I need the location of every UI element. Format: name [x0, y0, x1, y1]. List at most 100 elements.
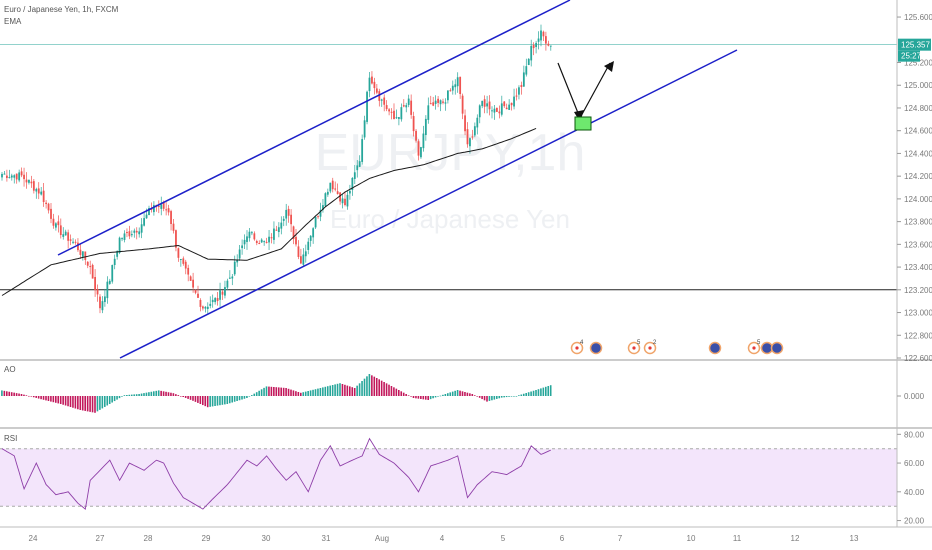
candle-body: [427, 105, 430, 120]
ao-bar: [451, 391, 454, 396]
ao-bar: [47, 396, 50, 401]
ao-bar: [520, 394, 523, 396]
indicator-label-ema[interactable]: EMA: [4, 17, 22, 26]
rsi-pane[interactable]: [0, 437, 897, 510]
ao-bar: [378, 379, 380, 396]
ao-bar: [275, 387, 278, 396]
candle-body: [304, 251, 307, 257]
candle-body: [398, 117, 400, 119]
ao-bar: [341, 384, 344, 396]
ao-bar: [361, 381, 363, 396]
candle-body: [69, 239, 72, 241]
chart-title[interactable]: Euro / Japanese Yen, 1h, FXCM: [4, 5, 119, 14]
event-marker[interactable]: [770, 341, 784, 355]
candle-body: [273, 228, 275, 240]
ao-bar: [55, 396, 57, 403]
drawings[interactable]: [57, 0, 738, 359]
ao-bar: [429, 396, 432, 400]
ao-bar: [113, 396, 116, 402]
ao-bar: [417, 396, 420, 399]
candle-body: [483, 99, 486, 107]
candle-body: [520, 85, 523, 88]
candle-body: [47, 203, 50, 211]
candle-body: [292, 226, 295, 240]
ao-bar: [510, 396, 513, 397]
ao-bar: [300, 392, 302, 396]
candle-body: [322, 205, 324, 210]
ao-bar: [545, 386, 547, 396]
candle-body: [361, 139, 364, 162]
ao-bar: [412, 396, 415, 398]
bar-countdown: 25:27: [901, 52, 922, 61]
candle-body: [532, 44, 535, 49]
candle-body: [8, 177, 11, 179]
ao-bar: [204, 396, 207, 407]
time-tick-label: 13: [850, 534, 859, 543]
ao-bar: [94, 396, 96, 413]
ao-bar: [476, 396, 478, 397]
candle-body: [197, 293, 199, 298]
ao-bar: [383, 382, 385, 396]
event-marker[interactable]: [589, 341, 603, 355]
ao-bar: [187, 396, 189, 399]
event-marker[interactable]: 5: [747, 340, 762, 355]
candle-body: [447, 90, 449, 101]
ao-bar: [106, 396, 109, 406]
candle-body: [515, 95, 518, 97]
ao-bar: [236, 396, 238, 401]
ao-bar: [84, 396, 86, 411]
candle-body: [228, 277, 231, 279]
candle-body: [251, 232, 253, 234]
price-tick-label: 124.400: [904, 149, 932, 158]
event-dot: [770, 341, 784, 355]
candle-body: [527, 58, 530, 65]
arrowhead: [604, 61, 614, 72]
candle-body: [216, 298, 219, 302]
ao-bar: [351, 387, 354, 396]
ao-bar: [133, 394, 135, 396]
ao-bar: [246, 396, 248, 398]
candle-body: [165, 209, 168, 211]
ao-bar: [253, 393, 256, 396]
ao-bar: [373, 376, 376, 396]
ao-bar: [15, 393, 18, 396]
price-pane[interactable]: 4 5 2 5: [0, 24, 897, 355]
ao-bar: [442, 394, 444, 396]
ao-bar: [104, 396, 106, 407]
candle-body: [513, 96, 515, 107]
ao-bar: [57, 396, 60, 404]
price-tick-label: 123.200: [904, 286, 932, 295]
ao-bar: [155, 390, 158, 396]
ao-bar: [358, 383, 361, 396]
candle-body: [537, 38, 540, 42]
event-marker[interactable]: 5: [627, 340, 642, 355]
ao-bar: [488, 396, 491, 401]
candle-body: [209, 303, 212, 306]
time-tick-label: 30: [262, 534, 271, 543]
ao-bar: [422, 396, 425, 400]
ao-bar: [214, 396, 216, 406]
ao-pane[interactable]: [1, 374, 552, 413]
candle-body: [395, 117, 398, 119]
candle-body: [135, 230, 138, 233]
candle-body: [3, 173, 6, 175]
ao-bar: [251, 395, 253, 396]
ao-bar: [167, 392, 170, 396]
ao-bar: [331, 385, 334, 396]
ao-bar: [346, 385, 349, 396]
ao-bar: [461, 391, 464, 396]
event-marker[interactable]: 2: [643, 340, 658, 355]
event-marker[interactable]: [708, 341, 722, 355]
ao-bar: [309, 390, 312, 396]
candle-body: [118, 237, 121, 253]
indicator-label-ao[interactable]: AO: [4, 365, 16, 374]
ao-bar: [285, 388, 287, 396]
ao-bar: [184, 396, 187, 398]
candle-body: [493, 108, 496, 113]
candle-body: [204, 306, 207, 309]
event-marker[interactable]: 4: [570, 340, 585, 355]
ao-bar: [282, 387, 285, 396]
candle-body: [503, 101, 506, 107]
indicator-label-rsi[interactable]: RSI: [4, 434, 18, 443]
ao-bar: [192, 396, 194, 401]
